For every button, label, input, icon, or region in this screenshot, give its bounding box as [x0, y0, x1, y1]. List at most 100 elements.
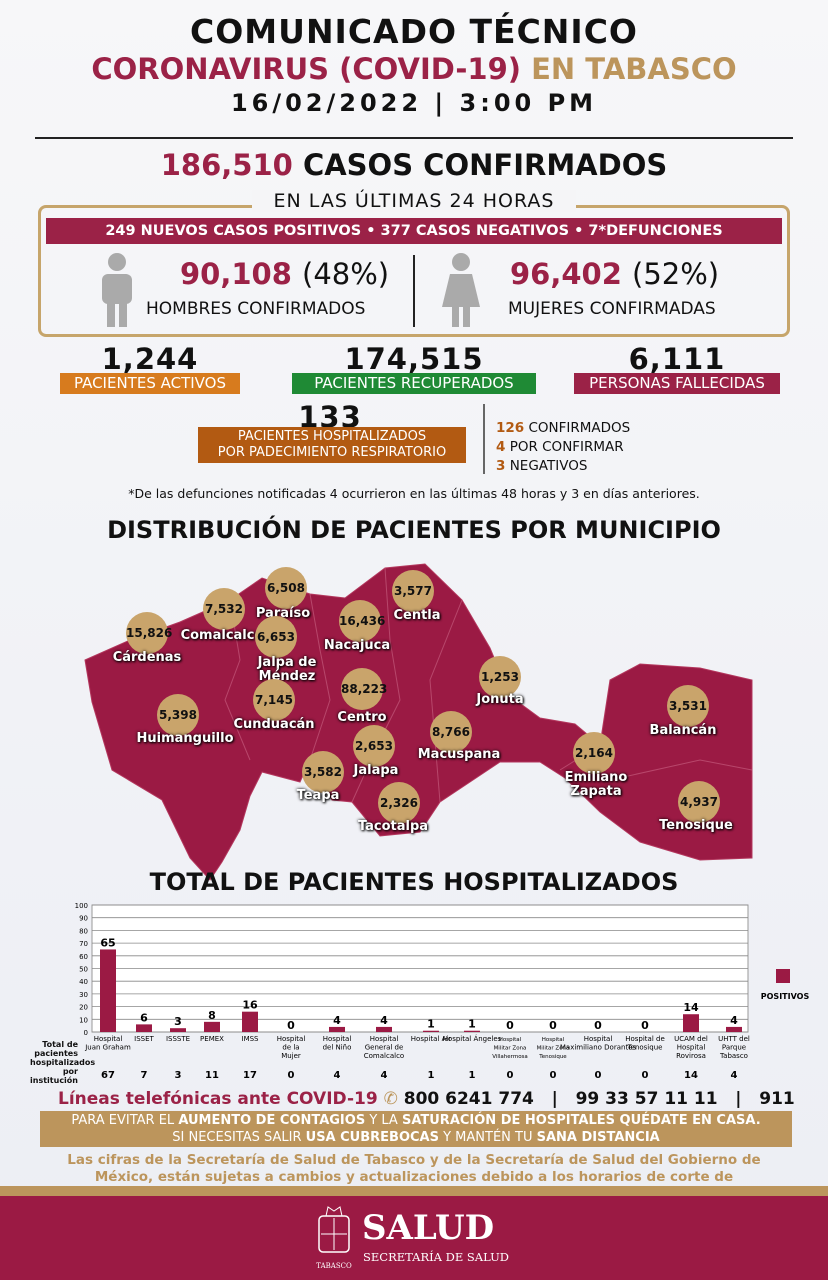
total-label: 0	[288, 1070, 295, 1081]
x-tick-label: Hospital General de Comalcalco	[364, 1035, 404, 1060]
bar	[376, 1026, 392, 1032]
x-tick-label: Hospital Maximiliano Dorantes	[560, 1035, 637, 1052]
deaths-note: *De las defunciones notificadas 4 ocurri…	[128, 486, 700, 501]
municipality-count: 2,164	[573, 732, 615, 774]
hospitalized-label-1: PACIENTES HOSPITALIZADOS	[237, 429, 427, 444]
municipality-count: 88,223	[341, 668, 387, 710]
women-stat: 96,402 (52%)	[510, 257, 719, 291]
tabasco-map	[84, 563, 753, 881]
stay-home-banner: PARA EVITAR EL AUMENTO DE CONTAGIOS Y LA…	[40, 1111, 792, 1147]
bar	[464, 1030, 480, 1032]
bar	[242, 1011, 258, 1032]
municipality-count: 16,436	[339, 600, 385, 642]
phone-lines: Líneas telefónicas ante COVID-19 ✆ 800 6…	[58, 1089, 795, 1109]
municipality-count: 1,253	[479, 656, 521, 698]
recovered-label: PACIENTES RECUPERADOS	[292, 373, 536, 394]
t: SATURACIÓN DE HOSPITALES QUÉDATE EN CASA…	[401, 1113, 761, 1128]
bar	[170, 1028, 186, 1032]
municipality-count: 6,508	[265, 567, 307, 609]
municipality-name: Tacotalpa	[357, 819, 429, 834]
legend-label: POSITIVOS	[761, 992, 810, 1001]
data-label: 3	[174, 1015, 182, 1028]
last-24h-summary: 249 NUEVOS CASOS POSITIVOS • 377 CASOS N…	[46, 218, 782, 244]
subtitle-main: CORONAVIRUS (COVID-19)	[91, 52, 522, 86]
x-tick-label: Hospital Air	[411, 1035, 452, 1043]
subtitle: CORONAVIRUS (COVID-19) EN TABASCO	[0, 52, 828, 86]
hospitalized-label-2: POR PADECIMIENTO RESPIRATORIO	[217, 445, 447, 460]
women-pct: (52%)	[632, 257, 720, 291]
data-label: 16	[242, 999, 258, 1012]
municipality-count: 5,398	[157, 694, 199, 736]
y-tick-label: 80	[79, 927, 88, 935]
active-number: 1,244	[101, 342, 199, 376]
t: SANA DISTANCIA	[536, 1130, 660, 1145]
count: 4	[496, 439, 506, 455]
gold-stripe	[0, 1186, 828, 1196]
municipality-name: Teapa	[296, 788, 340, 803]
map-title: DISTRIBUCIÓN DE PACIENTES POR MUNICIPIO	[107, 516, 721, 544]
total-label: 3	[175, 1070, 182, 1081]
municipality-name: Nacajuca	[323, 638, 391, 653]
subtitle-gold: EN TABASCO	[531, 52, 737, 86]
label: CONFIRMADOS	[524, 420, 631, 436]
hospitalized-label: PACIENTES HOSPITALIZADOS POR PADECIMIENTO…	[198, 427, 466, 463]
divider-vertical	[483, 404, 485, 474]
bar	[204, 1021, 220, 1032]
x-tick-label: Hospital de la Mujer	[277, 1035, 306, 1060]
deaths-number: 6,111	[628, 342, 726, 376]
bar	[100, 949, 116, 1032]
data-label: 1	[468, 1018, 476, 1031]
data-label: 65	[100, 936, 115, 949]
x-tick-label: Hospital Ángeles	[443, 1034, 502, 1043]
municipality-name: Emiliano Zapata	[564, 770, 628, 799]
municipality-count: 6,653	[255, 616, 297, 658]
x-tick-label: Hospital Militar Zona Villahermosa	[492, 1037, 528, 1060]
y-tick-label: 40	[79, 978, 88, 986]
data-label: 8	[208, 1009, 216, 1022]
municipality-name: Balancán	[649, 723, 717, 738]
municipality-name: Cárdenas	[112, 650, 182, 665]
data-label: 4	[333, 1014, 341, 1027]
breakdown-pending: 4 POR CONFIRMAR	[496, 438, 630, 457]
phone-numbers[interactable]: 800 6241 774 | 99 33 57 11 11 | 911	[403, 1089, 795, 1109]
municipality-name: Centla	[393, 608, 441, 623]
t: Y LA	[365, 1113, 402, 1128]
count: 126	[496, 420, 525, 436]
total-label: 0	[642, 1070, 649, 1081]
total-label: 4	[334, 1070, 341, 1081]
totals-label: Total de pacientes hospitalizados por in…	[30, 1040, 96, 1085]
breakdown-confirmed: 126 CONFIRMADOS	[496, 419, 630, 438]
bar	[683, 1014, 699, 1032]
divider-vertical	[413, 255, 415, 327]
seal-text: TABASCO	[316, 1262, 352, 1270]
data-label: 14	[683, 1001, 699, 1014]
label: POR CONFIRMAR	[505, 439, 624, 455]
x-tick-label: Hospital del Niño	[323, 1035, 352, 1052]
total-label: 17	[243, 1070, 257, 1081]
municipality-name: Jalpa de Méndez	[257, 655, 317, 684]
total-label: 4	[731, 1070, 738, 1081]
total-label: 1	[428, 1070, 435, 1081]
secretaria-label: SECRETARÍA DE SALUD	[363, 1250, 510, 1264]
total-label: 67	[101, 1070, 115, 1081]
data-label: 1	[427, 1018, 435, 1031]
y-tick-label: 0	[84, 1029, 88, 1037]
y-tick-label: 90	[79, 915, 88, 923]
bar	[329, 1026, 345, 1032]
women-label: MUJERES CONFIRMADAS	[508, 299, 716, 319]
hospitalized-breakdown: 126 CONFIRMADOS 4 POR CONFIRMAR 3 NEGATI…	[496, 419, 630, 476]
data-label: 0	[549, 1019, 557, 1032]
bar	[726, 1026, 742, 1032]
municipality-count: 7,145	[253, 679, 295, 721]
total-label: 0	[507, 1070, 514, 1081]
confirmed-cases: 186,510 CASOS CONFIRMADOS	[0, 148, 828, 182]
total-label: 0	[595, 1070, 602, 1081]
y-tick-label: 20	[79, 1004, 88, 1012]
last-24h-heading: EN LAS ÚLTIMAS 24 HORAS	[252, 190, 576, 212]
municipality-name: Macuspana	[417, 747, 501, 762]
bar	[136, 1024, 152, 1032]
woman-icon	[442, 253, 480, 327]
title: COMUNICADO TÉCNICO	[190, 12, 638, 51]
y-tick-label: 10	[79, 1016, 88, 1024]
municipality-count: 7,532	[203, 588, 245, 630]
